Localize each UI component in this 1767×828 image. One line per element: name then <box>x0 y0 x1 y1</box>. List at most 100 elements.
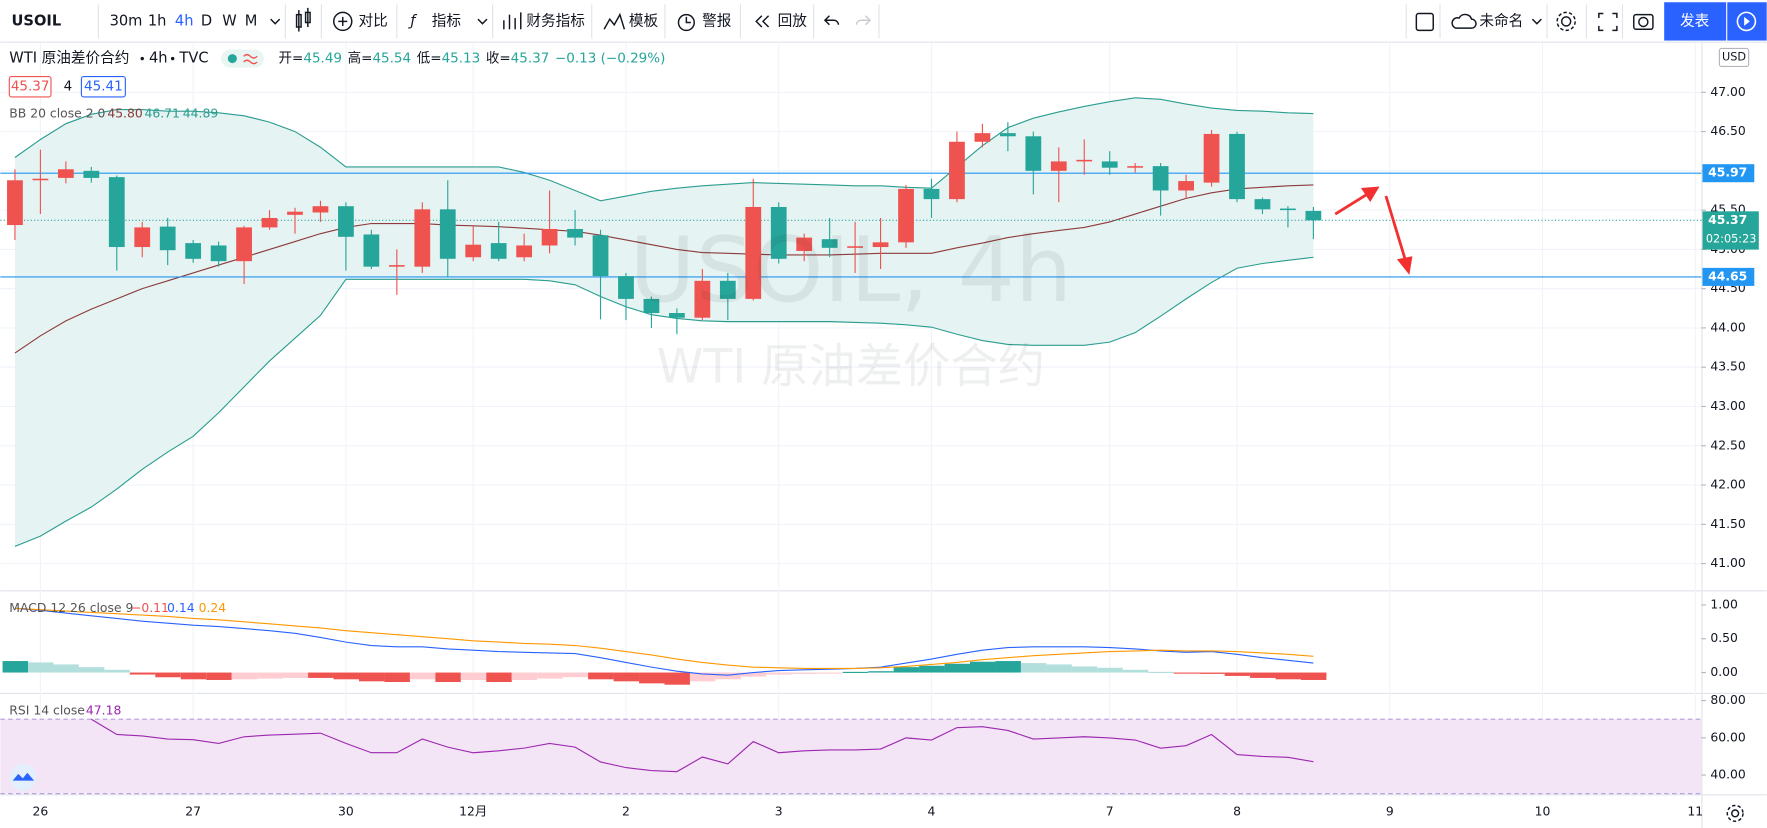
currency-box[interactable] <box>1718 47 1750 68</box>
chevron[interactable] <box>1531 18 1542 25</box>
price-label-box <box>1702 164 1755 183</box>
financials[interactable]: 财务指标 <box>526 12 585 29</box>
candle-body <box>821 239 838 248</box>
bb-value: 46.71 <box>144 105 179 120</box>
play-icon <box>1736 11 1757 32</box>
candle-body <box>999 133 1016 137</box>
chevron[interactable] <box>270 18 281 25</box>
candle-body <box>1229 133 1245 200</box>
financials-icon[interactable] <box>503 12 522 30</box>
arrowhead <box>1360 186 1380 203</box>
macd-histogram <box>689 672 716 682</box>
candle-body <box>1076 159 1093 162</box>
candle-body <box>1280 208 1296 211</box>
y-tick-label: 43.00 <box>1710 398 1746 413</box>
candle-body <box>363 234 380 267</box>
macd-histogram <box>460 672 487 680</box>
candle-body <box>108 177 125 248</box>
bb-value: 45.80 <box>107 105 143 120</box>
last-price-box <box>1702 211 1759 250</box>
candle-icon[interactable] <box>295 7 311 32</box>
redo[interactable] <box>855 15 872 26</box>
arrow-up <box>1334 192 1369 216</box>
interval[interactable]: W <box>222 12 236 29</box>
templates[interactable]: 模板 <box>629 11 659 29</box>
macd-histogram <box>155 672 181 678</box>
alert-icon[interactable] <box>677 13 695 32</box>
rsi-band <box>0 719 1702 794</box>
interval[interactable]: 30m <box>110 12 143 29</box>
candle-body <box>643 298 660 314</box>
symbol[interactable]: USOIL <box>12 12 62 29</box>
indicators[interactable]: 指标 <box>432 12 461 29</box>
interval: 4h <box>149 50 168 67</box>
compare[interactable]: 对比 <box>359 12 388 29</box>
visibility-toggle[interactable] <box>221 49 264 68</box>
candle-body <box>1254 199 1271 210</box>
layout-name[interactable]: 未命名 <box>1479 11 1523 29</box>
templates-icon[interactable] <box>603 12 626 30</box>
bb-value: 44.89 <box>183 105 218 120</box>
camera-icon[interactable] <box>1633 13 1654 31</box>
macd-histogram <box>537 672 563 679</box>
replay[interactable]: 回放 <box>778 12 808 29</box>
arrowhead <box>1396 256 1413 275</box>
macd-histogram <box>1250 672 1276 678</box>
macd-histogram <box>486 672 512 683</box>
candle-body <box>541 228 558 246</box>
fx-icon[interactable]: ƒ <box>407 12 417 29</box>
macd-histogram <box>308 672 334 678</box>
select-icon[interactable] <box>1415 12 1434 32</box>
candle-body <box>872 242 889 248</box>
interval[interactable]: D <box>201 12 212 29</box>
interval[interactable]: M <box>245 12 258 29</box>
alert[interactable]: 警报 <box>702 12 732 29</box>
interval[interactable]: 4h <box>175 12 194 29</box>
macd-histogram <box>180 672 207 680</box>
compare-icon[interactable] <box>333 11 353 32</box>
candle-body <box>847 246 863 248</box>
x-tick-label: 2 <box>622 804 630 819</box>
candle-body <box>592 235 609 277</box>
rsi-line <box>91 718 1314 773</box>
macd-histogram <box>2 661 29 673</box>
replay-icon[interactable] <box>755 15 770 28</box>
bb-title: BB 20 close 2 0 <box>9 105 105 120</box>
macd-histogram <box>53 664 79 673</box>
chevron[interactable] <box>477 18 488 25</box>
candle-body <box>1203 133 1220 183</box>
axis-settings[interactable] <box>1726 804 1744 822</box>
macd-value: 0.14 <box>167 600 195 615</box>
logo[interactable] <box>9 763 37 791</box>
macd-histogram <box>1275 672 1301 680</box>
macd-histogram <box>740 672 767 677</box>
candle-body <box>83 170 100 178</box>
publish[interactable]: 发表 <box>1680 12 1710 29</box>
publish-button[interactable] <box>1664 2 1727 41</box>
countdown: 02:05:23 <box>1706 232 1757 245</box>
macd-histogram <box>333 672 359 680</box>
candle-body <box>1305 210 1322 221</box>
macd-histogram <box>511 672 538 680</box>
status-icon <box>243 53 258 65</box>
bb-lower <box>14 256 1314 547</box>
cloud-icon[interactable] <box>1451 13 1477 29</box>
macd-histogram <box>1097 667 1123 673</box>
fullscreen-icon[interactable] <box>1598 12 1618 32</box>
settings-icon[interactable] <box>1556 11 1576 32</box>
candle-body <box>159 226 176 251</box>
watermark: USOIL, 4h <box>630 218 1073 323</box>
candle-body <box>134 227 151 248</box>
candle-body <box>1152 166 1169 191</box>
interval[interactable]: 1h <box>148 12 167 29</box>
y-tick-label: 40.00 <box>1710 767 1746 782</box>
macd-histogram <box>78 667 105 673</box>
x-tick-label: 12月 <box>459 804 487 819</box>
x-tick-label: 4 <box>928 804 936 819</box>
candle-body <box>57 169 74 178</box>
candle-body <box>210 245 227 262</box>
undo[interactable] <box>823 15 840 26</box>
x-tick-label: 9 <box>1386 804 1394 819</box>
macd-histogram <box>664 672 690 685</box>
